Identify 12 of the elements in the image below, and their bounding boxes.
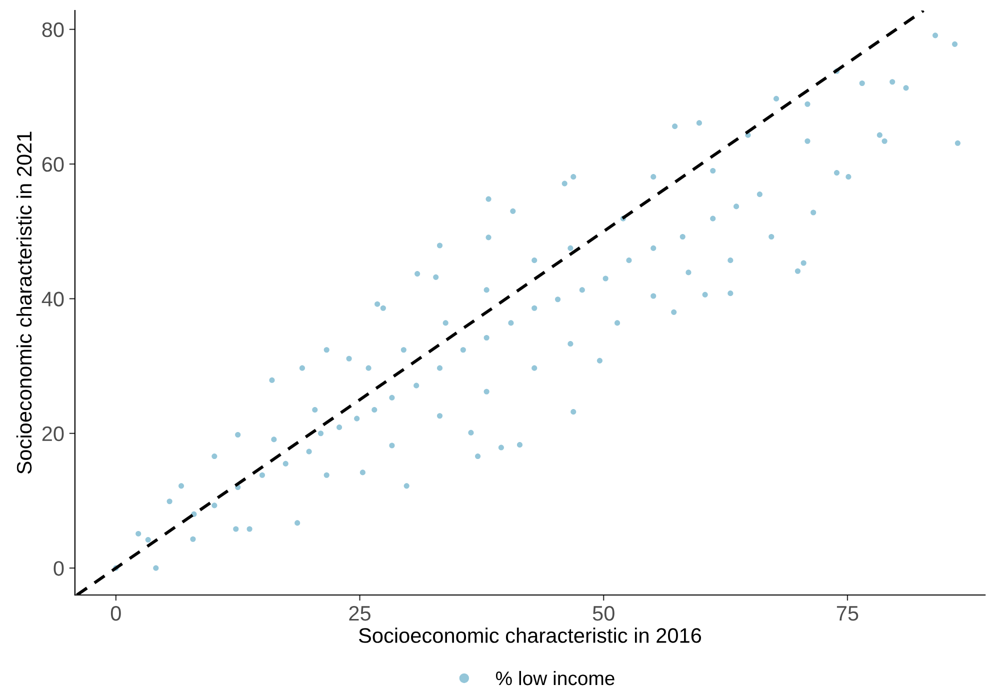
y-axis-title: Socioeconomic characteristic in 2021	[16, 132, 32, 474]
x-tick-label: 75	[836, 606, 858, 621]
y-tick-label: 0	[54, 561, 64, 576]
y-tick-label: 80	[42, 22, 64, 38]
x-tick-label: 50	[592, 606, 614, 621]
x-tick-label: 25	[349, 606, 370, 621]
x-tick-label: 0	[110, 606, 121, 621]
legend-label: % low income	[496, 670, 614, 686]
y-tick-label: 60	[42, 157, 64, 172]
y-tick-label: 40	[42, 292, 64, 306]
x-axis-title: Socioeconomic characteristic in 2016	[358, 628, 702, 643]
y-tick-label: 20	[42, 426, 64, 442]
